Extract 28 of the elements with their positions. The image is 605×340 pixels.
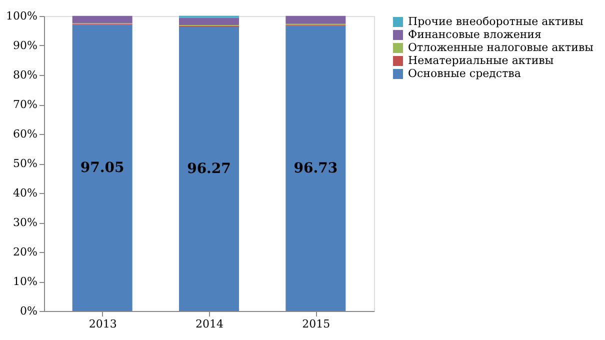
legend-label: Отложенные налоговые активы: [408, 41, 594, 54]
legend-label: Финансовые вложения: [408, 28, 542, 41]
y-tick-label: 90%: [13, 39, 38, 52]
y-tick-label: 40%: [13, 186, 38, 200]
bar: [179, 27, 239, 311]
bar: [179, 18, 239, 25]
legend-label: Прочие внеоборотные активы: [408, 15, 584, 28]
bar: [72, 24, 132, 311]
y-tick-label: 30%: [13, 216, 38, 229]
legend-label: Основные средства: [408, 67, 522, 80]
y-tick-label: 60%: [13, 128, 38, 140]
data-label: 96.27: [187, 161, 231, 177]
x-tick-label: 2014: [196, 318, 224, 330]
x-tick-label: 2013: [88, 318, 117, 330]
y-tick-label: 0%: [20, 304, 38, 318]
bar: [286, 16, 346, 24]
legend-label: Нематериальные активы: [408, 54, 554, 67]
y-tick-label: 70%: [13, 98, 38, 111]
y-tick-label: 50%: [13, 157, 38, 170]
bar: [286, 26, 346, 311]
y-tick-label: 10%: [13, 275, 38, 288]
data-label: 96.73: [294, 160, 338, 176]
y-tick-label: 80%: [13, 68, 38, 82]
x-tick-label: 2015: [302, 318, 330, 330]
data-label: 97.05: [80, 160, 124, 176]
bar: [72, 16, 132, 24]
y-tick-label: 20%: [13, 246, 38, 258]
y-tick-label: 100%: [6, 10, 38, 22]
